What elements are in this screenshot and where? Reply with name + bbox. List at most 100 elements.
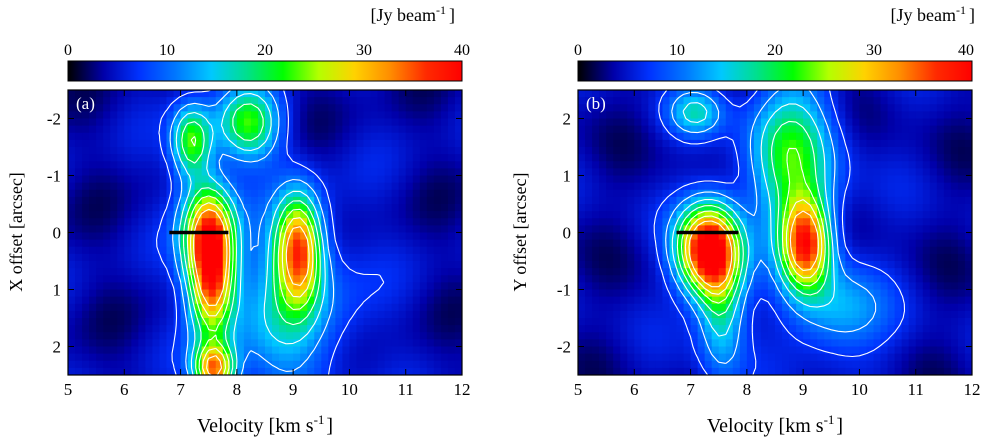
- heatmap-cell: [222, 118, 231, 127]
- heatmap-cell: [314, 154, 322, 162]
- heatmap-cell: [286, 218, 294, 226]
- heatmap-cell: [265, 211, 273, 219]
- heatmap-cell: [669, 318, 678, 326]
- heatmap-cell: [739, 339, 748, 348]
- heatmap-cell: [782, 97, 790, 105]
- heatmap-cell: [124, 246, 132, 255]
- heatmap-cell: [711, 161, 720, 169]
- heatmap-cell: [859, 118, 868, 127]
- heatmap-cell: [908, 147, 917, 155]
- heatmap-cell: [370, 132, 379, 141]
- heatmap-cell: [405, 253, 414, 262]
- heatmap-cell: [599, 318, 607, 326]
- heatmap-cell: [746, 289, 755, 298]
- heatmap-cell: [440, 246, 449, 255]
- heatmap-cell: [412, 139, 421, 148]
- heatmap-cell: [767, 161, 776, 169]
- heatmap-cell: [592, 360, 600, 369]
- heatmap-cell: [866, 182, 875, 191]
- heatmap-cell: [370, 204, 379, 212]
- heatmap-cell: [405, 211, 414, 219]
- heatmap-cell: [405, 118, 414, 127]
- heatmap-cell: [697, 104, 706, 112]
- heatmap-cell: [194, 125, 203, 134]
- heatmap-cell: [690, 310, 699, 319]
- heatmap-cell: [279, 111, 287, 120]
- heatmap-cell: [433, 218, 442, 226]
- heatmap-cell: [789, 339, 797, 348]
- heatmap-cell: [145, 353, 154, 362]
- heatmap-cell: [690, 253, 699, 262]
- heatmap-cell: [342, 239, 351, 248]
- heatmap-cell: [257, 211, 266, 219]
- heatmap-cell: [922, 282, 931, 291]
- heatmap-cell: [412, 182, 421, 191]
- heatmap-cell: [901, 353, 910, 362]
- heatmap-cell: [159, 239, 168, 248]
- heatmap-cell: [349, 97, 358, 105]
- heatmap-cell: [110, 261, 118, 269]
- heatmap-cell: [257, 161, 266, 169]
- heatmap-cell: [229, 282, 238, 291]
- heatmap-cell: [314, 268, 322, 276]
- heatmap-cell: [578, 239, 586, 248]
- heatmap-cell: [957, 132, 966, 141]
- heatmap-cell: [901, 282, 910, 291]
- heatmap-cell: [887, 246, 896, 255]
- heatmap-cell: [957, 182, 966, 191]
- heatmap-cell: [419, 310, 428, 319]
- heatmap-cell: [803, 353, 811, 362]
- heatmap-cell: [440, 296, 449, 305]
- heatmap-cell: [880, 189, 889, 198]
- heatmap-cell: [866, 346, 875, 355]
- heatmap-cell: [166, 332, 175, 340]
- heatmap-cell: [229, 253, 238, 262]
- heatmap-cell: [243, 111, 252, 120]
- heatmap-cell: [180, 360, 189, 369]
- heatmap-cell: [208, 90, 217, 98]
- heatmap-cell: [739, 225, 748, 234]
- heatmap-cell: [426, 118, 435, 127]
- heatmap-cell: [704, 339, 713, 348]
- heatmap-cell: [704, 346, 713, 355]
- heatmap-cell: [152, 253, 161, 262]
- heatmap-cell: [613, 168, 621, 177]
- heatmap-cell: [236, 168, 245, 177]
- heatmap-cell: [321, 310, 329, 319]
- heatmap-cell: [669, 268, 678, 276]
- heatmap-cell: [75, 211, 83, 219]
- heatmap-cell: [711, 97, 720, 105]
- heatmap-cell: [166, 367, 175, 375]
- heatmap-cell: [349, 168, 358, 177]
- heatmap-cell: [250, 232, 259, 241]
- heatmap-cell: [257, 218, 266, 226]
- heatmap-cell: [152, 132, 161, 141]
- heatmap-cell: [201, 168, 210, 177]
- heatmap-cell: [412, 111, 421, 120]
- heatmap-cell: [236, 296, 245, 305]
- heatmap-cell: [690, 175, 699, 184]
- heatmap-cell: [627, 253, 635, 262]
- heatmap-cell: [824, 289, 832, 298]
- heatmap-cell: [180, 168, 189, 177]
- heatmap-cell: [152, 360, 161, 369]
- heatmap-cell: [824, 97, 832, 105]
- heatmap-cell: [286, 296, 294, 305]
- heatmap-cell: [578, 332, 586, 340]
- heatmap-cell: [746, 118, 755, 127]
- heatmap-cell: [215, 125, 224, 134]
- heatmap-cell: [810, 339, 818, 348]
- heatmap-cell: [96, 189, 104, 198]
- heatmap-cell: [711, 132, 720, 141]
- heatmap-cell: [789, 132, 797, 141]
- heatmap-cell: [634, 204, 642, 212]
- heatmap-cell: [648, 147, 656, 155]
- heatmap-cell: [634, 318, 642, 326]
- heatmap-cell: [279, 132, 287, 141]
- heatmap-cell: [419, 332, 428, 340]
- heatmap-cell: [697, 154, 706, 162]
- heatmap-cell: [342, 118, 351, 127]
- heatmap-cell: [89, 360, 97, 369]
- heatmap-cell: [852, 367, 861, 375]
- heatmap-cell: [964, 282, 972, 291]
